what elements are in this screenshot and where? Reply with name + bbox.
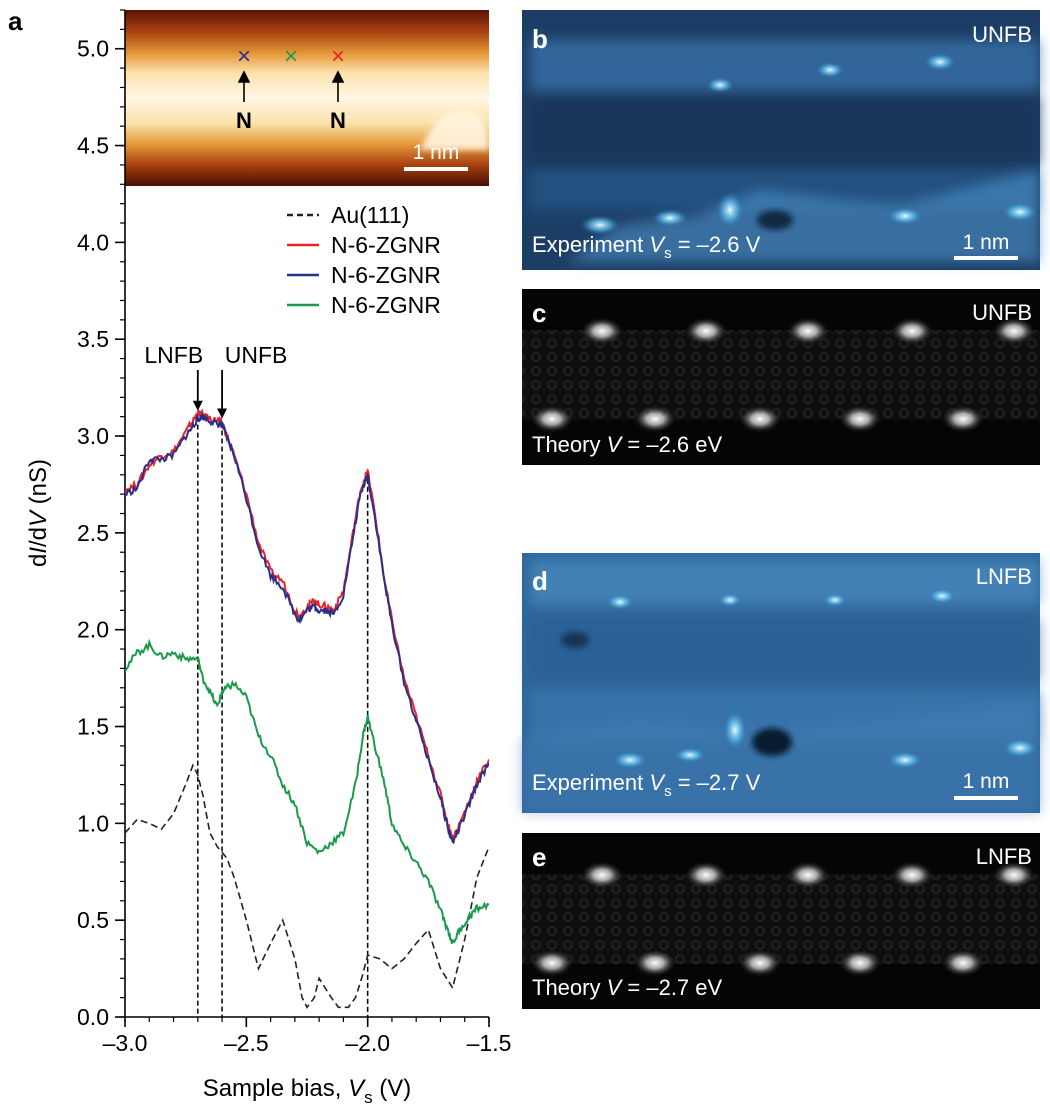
atom-label-n-left: N: [236, 108, 252, 133]
inset-marker-blue: ×: [237, 43, 251, 70]
marker-lines: [197, 416, 369, 1017]
inset-marker-green: ×: [284, 43, 298, 70]
panel-b-scale-bar: [954, 256, 1018, 260]
y-axis-label: dI/dV (nS): [25, 459, 52, 567]
legend: Au(111) N-6-ZGNR N-6-ZGNR N-6-ZGNR: [287, 202, 441, 318]
theory-edge-state-top: [786, 861, 830, 889]
x-tick-label: –2.5: [224, 1030, 269, 1056]
panel-label-c: c: [532, 298, 546, 328]
y-tick-label: 3.5: [77, 326, 109, 352]
x-axis-label: Sample bias, Vs (V): [203, 1075, 412, 1107]
legend-label: N-6-ZGNR: [331, 292, 441, 318]
panel-c-corner-label: UNFB: [972, 300, 1032, 325]
theory-edge-state-bottom: [838, 949, 882, 977]
theory-edge-state-bottom: [633, 949, 677, 977]
panel-d-caption: Experiment Vs = –2.7 V: [532, 770, 761, 800]
panel-c-caption: Theory V = –2.6 eV: [532, 432, 723, 457]
theory-edge-state-bottom: [941, 405, 985, 433]
annotation-arrowhead: [217, 408, 228, 419]
legend-label: N-6-ZGNR: [331, 232, 441, 258]
panel-b-scale-label: 1 nm: [963, 231, 1010, 254]
panel-d-corner-label: LNFB: [976, 564, 1032, 589]
theory-edge-state-top: [890, 861, 934, 889]
theory-edge-state-top: [684, 861, 728, 889]
panel-label-a: a: [8, 6, 23, 36]
inset-scale-label: 1 nm: [413, 141, 460, 164]
theory-edge-state-bottom: [633, 405, 677, 433]
atom-label-n-right: N: [330, 108, 346, 133]
theory-edge-state-bottom: [530, 405, 574, 433]
y-tick-label: 0.5: [77, 907, 109, 933]
theory-edge-state-bottom: [738, 949, 782, 977]
inset-scale-bar: [404, 167, 468, 171]
y-tick-label: 4.0: [77, 229, 109, 255]
legend-label: N-6-ZGNR: [331, 262, 441, 288]
annotation-lnfb: LNFB: [144, 342, 203, 368]
theory-edge-state-bottom: [530, 949, 574, 977]
panel-e-caption: Theory V = –2.7 eV: [532, 975, 723, 1000]
panel-e: e LNFB Theory V = –2.7 eV: [522, 833, 1040, 1009]
panel-c: c UNFB Theory V = –2.6 eV: [522, 289, 1040, 465]
x-tick-label: –1.5: [467, 1030, 512, 1056]
theory-edge-state-top: [992, 861, 1036, 889]
theory-edge-state-bottom: [838, 405, 882, 433]
legend-label: Au(111): [331, 202, 409, 228]
panel-e-corner-label: LNFB: [976, 844, 1032, 869]
panel-b-corner-label: UNFB: [972, 22, 1032, 47]
annotation-unfb: UNFB: [225, 342, 288, 368]
theory-edge-state-bottom: [941, 949, 985, 977]
y-tick-label: 5.0: [77, 36, 109, 62]
series-line-au111: [125, 763, 489, 1009]
theory-edge-state-top: [580, 317, 624, 345]
theory-edge-state-top: [580, 861, 624, 889]
y-tick-label: 2.0: [77, 617, 109, 643]
x-tick-label: –2.0: [345, 1030, 390, 1056]
y-tick-label: 1.5: [77, 714, 109, 740]
plot-axes: –3.0 –2.5 –2.0 –1.5 0.0 0.5 1.0 1.5 2.0 2.5 3.0 3.…: [77, 9, 512, 1056]
y-tick-label: 2.5: [77, 520, 109, 546]
panel-label-e: e: [532, 842, 546, 872]
inset-bright-lobe: [420, 111, 489, 150]
inset-topography-image: [125, 10, 489, 186]
series-line-green: [125, 638, 489, 944]
y-tick-label: 1.0: [77, 810, 109, 836]
panel-b: b UNFB Experiment Vs = –2.6 V 1 nm: [522, 10, 1040, 270]
y-tick-label: 3.0: [77, 423, 109, 449]
panel-label-d: d: [532, 566, 548, 596]
panel-label-b: b: [532, 24, 548, 54]
x-tick-label: –3.0: [103, 1030, 148, 1056]
theory-edge-state-top: [890, 317, 934, 345]
series-line-blue: [125, 411, 489, 845]
y-tick-label: 0.0: [77, 1004, 109, 1030]
theory-edge-state-top: [786, 317, 830, 345]
series-group: [125, 408, 489, 1009]
y-tick-label: 4.5: [77, 133, 109, 159]
panel-b-caption: Experiment Vs = –2.6 V: [532, 232, 761, 262]
annotation-arrowhead: [192, 400, 203, 411]
theory-edge-state-top: [684, 317, 728, 345]
annotations: LNFB UNFB: [144, 342, 288, 419]
stm-inset: × × × N N 1 nm: [125, 10, 489, 186]
panel-d-scale-label: 1 nm: [963, 770, 1010, 793]
panel-b-texture: [530, 40, 1040, 262]
inset-arrows: [237, 70, 345, 102]
inset-marker-red: ×: [331, 43, 345, 70]
panel-d: d LNFB Experiment Vs = –2.7 V 1 nm: [522, 553, 1040, 813]
theory-edge-state-top: [992, 317, 1036, 345]
theory-edge-state-bottom: [738, 405, 782, 433]
panel-d-scale-bar: [954, 796, 1018, 800]
